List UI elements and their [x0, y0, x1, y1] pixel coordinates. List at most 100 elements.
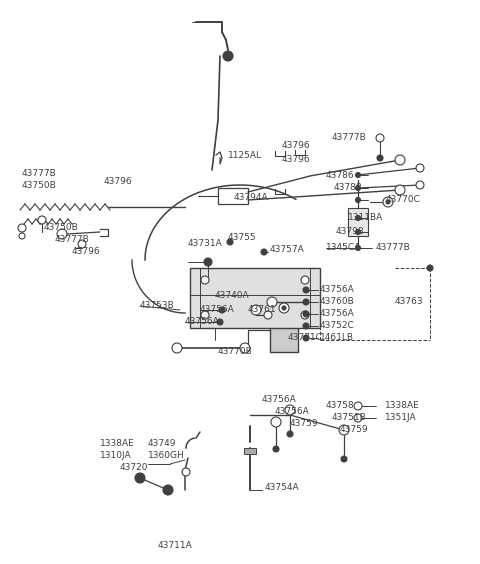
Bar [348, 208, 368, 236]
Text: 1311BA: 1311BA [348, 214, 383, 223]
Text: 1125AL: 1125AL [228, 151, 262, 160]
Circle shape [395, 155, 405, 165]
Bar [218, 188, 248, 204]
Text: 43796: 43796 [104, 178, 132, 187]
Bar [244, 448, 256, 454]
Circle shape [301, 276, 309, 284]
Text: 43755: 43755 [228, 233, 257, 243]
Circle shape [273, 446, 279, 452]
Text: 43770B: 43770B [218, 347, 253, 356]
Circle shape [223, 51, 233, 61]
Circle shape [282, 306, 286, 310]
Circle shape [227, 239, 233, 245]
Text: 1310JA: 1310JA [100, 451, 132, 460]
Circle shape [301, 311, 309, 319]
Circle shape [303, 299, 309, 305]
Text: 1351JA: 1351JA [385, 413, 417, 422]
Text: 1461LB: 1461LB [320, 333, 354, 342]
Text: 43788: 43788 [334, 183, 362, 192]
Circle shape [285, 405, 295, 415]
Circle shape [303, 335, 309, 341]
Text: 43759: 43759 [290, 418, 319, 428]
Text: 1338AE: 1338AE [100, 439, 135, 448]
Text: 43756A: 43756A [320, 310, 355, 319]
Text: 43796: 43796 [282, 156, 311, 165]
Text: 43777B: 43777B [332, 134, 367, 143]
Circle shape [356, 230, 360, 235]
Text: 43731A: 43731A [188, 239, 223, 248]
Text: 43756A: 43756A [262, 395, 297, 404]
Text: 43750B: 43750B [44, 223, 79, 232]
Circle shape [201, 311, 209, 319]
Text: 43749: 43749 [148, 439, 177, 448]
Text: 43754A: 43754A [265, 483, 300, 492]
Text: 43753B: 43753B [140, 302, 175, 311]
Text: 43777B: 43777B [376, 244, 411, 253]
Text: 43756A: 43756A [275, 408, 310, 416]
Circle shape [383, 197, 393, 207]
Text: 1360GH: 1360GH [148, 451, 185, 460]
Text: 43759: 43759 [340, 425, 369, 434]
Circle shape [356, 245, 360, 250]
Circle shape [240, 343, 250, 353]
Circle shape [386, 200, 390, 204]
Text: 43760B: 43760B [320, 297, 355, 306]
Text: 1345CA: 1345CA [326, 244, 361, 253]
Bar [190, 268, 320, 328]
Circle shape [264, 311, 272, 319]
Text: 43740A: 43740A [215, 290, 250, 299]
Circle shape [416, 181, 424, 189]
Text: 43771C: 43771C [288, 333, 323, 342]
Circle shape [416, 164, 424, 172]
Circle shape [217, 319, 223, 325]
Circle shape [172, 343, 182, 353]
Circle shape [427, 265, 433, 271]
Text: 43777B: 43777B [55, 236, 90, 245]
Text: 43756A: 43756A [200, 306, 235, 315]
Circle shape [354, 402, 362, 410]
Circle shape [204, 258, 212, 266]
Circle shape [163, 485, 173, 495]
Circle shape [339, 425, 349, 435]
Circle shape [354, 414, 362, 422]
Circle shape [377, 155, 383, 161]
Text: 43750B: 43750B [22, 180, 57, 190]
Text: 43757A: 43757A [270, 245, 305, 254]
Circle shape [303, 311, 309, 317]
Circle shape [341, 456, 347, 462]
Text: 43711A: 43711A [157, 540, 192, 549]
Circle shape [356, 186, 360, 191]
Text: 43786: 43786 [326, 170, 355, 179]
Circle shape [356, 173, 360, 178]
Text: 43794A: 43794A [234, 193, 269, 202]
Text: 43770C: 43770C [386, 196, 421, 205]
Circle shape [251, 305, 261, 315]
Text: 43758: 43758 [326, 402, 355, 411]
Circle shape [271, 417, 281, 427]
Circle shape [376, 134, 384, 142]
Circle shape [356, 215, 360, 221]
Circle shape [356, 197, 360, 202]
Circle shape [287, 431, 293, 437]
Text: 43752C: 43752C [320, 321, 355, 331]
Circle shape [303, 323, 309, 329]
Text: 43756A: 43756A [320, 285, 355, 294]
Text: 43796: 43796 [72, 248, 101, 257]
Text: 43751B: 43751B [332, 413, 367, 422]
Circle shape [18, 224, 26, 232]
Text: 43761: 43761 [248, 306, 276, 315]
Circle shape [395, 185, 405, 195]
Circle shape [135, 473, 145, 483]
Circle shape [78, 240, 86, 248]
Text: 43777B: 43777B [22, 169, 57, 178]
Circle shape [19, 233, 25, 239]
Circle shape [261, 249, 267, 255]
Circle shape [38, 216, 46, 224]
Text: 43763: 43763 [395, 297, 424, 306]
Circle shape [57, 229, 67, 239]
Text: 43796: 43796 [282, 140, 311, 149]
Text: 43798: 43798 [336, 227, 365, 236]
Text: 43756A: 43756A [185, 318, 220, 327]
Circle shape [201, 276, 209, 284]
Bar [270, 312, 298, 352]
